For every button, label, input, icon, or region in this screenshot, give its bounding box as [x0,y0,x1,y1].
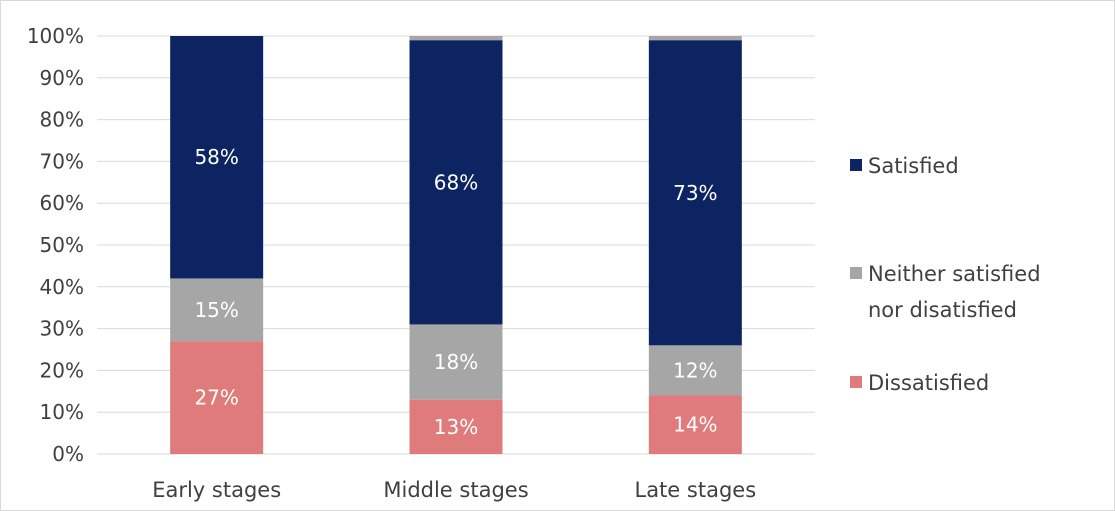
bar-remainder [648,36,742,41]
x-tick-label: Middle stages [383,478,528,502]
y-axis: 0% 10% 20% 30% 40% 50% 60% 70% 80% 90% 100% [27,24,84,466]
legend-label: Dissatisfied [868,371,989,395]
y-tick-label: 10% [40,400,84,424]
bar-segment [170,278,264,342]
legend-swatch [850,159,862,171]
y-tick-label: 60% [40,191,84,215]
x-axis: Early stages Middle stages Late stages [152,478,756,502]
bar-segment [170,36,264,279]
bar-segment [170,341,264,454]
x-tick-label: Late stages [635,478,757,502]
data-label: 58% [194,145,238,169]
legend-label: Neither satisfied [868,262,1041,286]
legend-swatch [850,267,862,279]
y-tick-label: 70% [40,149,84,173]
data-label: 15% [194,298,238,322]
data-label: 73% [673,181,717,205]
y-tick-label: 0% [52,442,84,466]
data-label: 68% [434,170,478,194]
bar-segment [409,399,503,454]
data-label: 13% [434,415,478,439]
y-tick-label: 100% [27,24,84,48]
legend-label: Satisfied [868,154,959,178]
y-tick-label: 50% [40,233,84,257]
bar-segment [648,345,742,396]
y-tick-label: 20% [40,358,84,382]
bar-segment [648,40,742,346]
y-tick-label: 40% [40,275,84,299]
legend: Satisfied Neither satisfied nor disatisfie… [850,154,1041,395]
bar-remainder [409,36,503,41]
y-tick-label: 80% [40,108,84,132]
bar-segment [409,324,503,400]
legend-label: nor disatisfied [868,298,1017,322]
bar-segment [648,395,742,454]
bars: 27% 15% 58% 13% 18% 68% 14% 12% 73% [170,36,742,454]
x-tick-label: Early stages [152,478,281,502]
y-tick-label: 90% [40,66,84,90]
y-tick-label: 30% [40,317,84,341]
data-label: 12% [673,358,717,382]
legend-swatch [850,376,862,388]
data-label: 18% [434,350,478,374]
data-label: 27% [194,386,238,410]
bar-segment [409,40,503,325]
data-label: 14% [673,413,717,437]
